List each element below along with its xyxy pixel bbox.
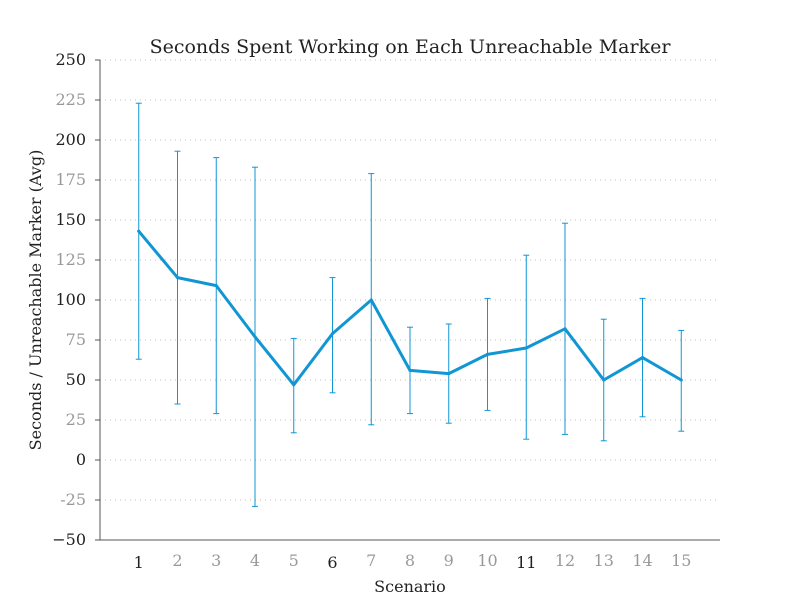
data-point (369, 298, 373, 302)
x-tick-label: 1 (134, 553, 144, 572)
x-tick-label: 4 (250, 551, 260, 570)
y-tick-label: 50 (66, 370, 86, 389)
y-tick-label: 250 (55, 50, 86, 69)
x-tick-label: 8 (405, 551, 415, 570)
chart-title: Seconds Spent Working on Each Unreachabl… (150, 36, 672, 58)
y-tick-label: 175 (55, 170, 86, 189)
x-tick-label: 11 (516, 553, 536, 572)
data-point (214, 284, 218, 288)
data-point (486, 352, 489, 356)
x-tick-label: 2 (172, 551, 182, 570)
y-axis-label: Seconds / Unreachable Marker (Avg) (26, 150, 45, 451)
y-tick-label: −50 (52, 530, 86, 549)
x-tick-label: 6 (327, 553, 337, 572)
x-tick-label: 9 (444, 551, 454, 570)
data-point (331, 332, 334, 336)
y-tick-label: 225 (55, 90, 86, 109)
data-point (602, 378, 606, 382)
data-point (679, 378, 683, 382)
x-axis-ticks: 1 2 3 4 5 6 7 8 9 10 11 12 13 14 15 (134, 551, 692, 572)
y-tick-label: 150 (55, 210, 86, 229)
data-point (641, 356, 644, 360)
x-tick-label: 13 (594, 551, 614, 570)
data-point (292, 383, 296, 387)
y-tick-label: 200 (55, 130, 86, 149)
y-tick-label: 125 (55, 250, 86, 269)
x-tick-label: 15 (671, 551, 691, 570)
y-axis-ticks: −50 -25 0 25 50 75 100 125 150 175 200 225 250 (52, 50, 100, 549)
y-tick-label: 75 (66, 330, 86, 349)
y-tick-label: 100 (55, 290, 86, 309)
x-tick-label: 10 (477, 551, 497, 570)
x-tick-label: 3 (211, 551, 221, 570)
y-tick-label: 0 (76, 450, 86, 469)
x-axis-label: Scenario (374, 577, 446, 596)
data-point (253, 335, 257, 339)
data-point (524, 346, 528, 350)
data-point (408, 368, 412, 372)
data-point (563, 327, 567, 331)
x-tick-label: 7 (366, 551, 376, 570)
y-tick-label: -25 (60, 490, 86, 509)
data-point (137, 229, 141, 233)
x-tick-label: 12 (555, 551, 575, 570)
x-tick-label: 5 (289, 551, 299, 570)
y-tick-label: 25 (66, 410, 86, 429)
series-lines (137, 229, 683, 387)
x-tick-label: 14 (632, 551, 652, 570)
data-point (447, 372, 451, 376)
data-point (176, 276, 179, 280)
error-bars (135, 102, 685, 507)
